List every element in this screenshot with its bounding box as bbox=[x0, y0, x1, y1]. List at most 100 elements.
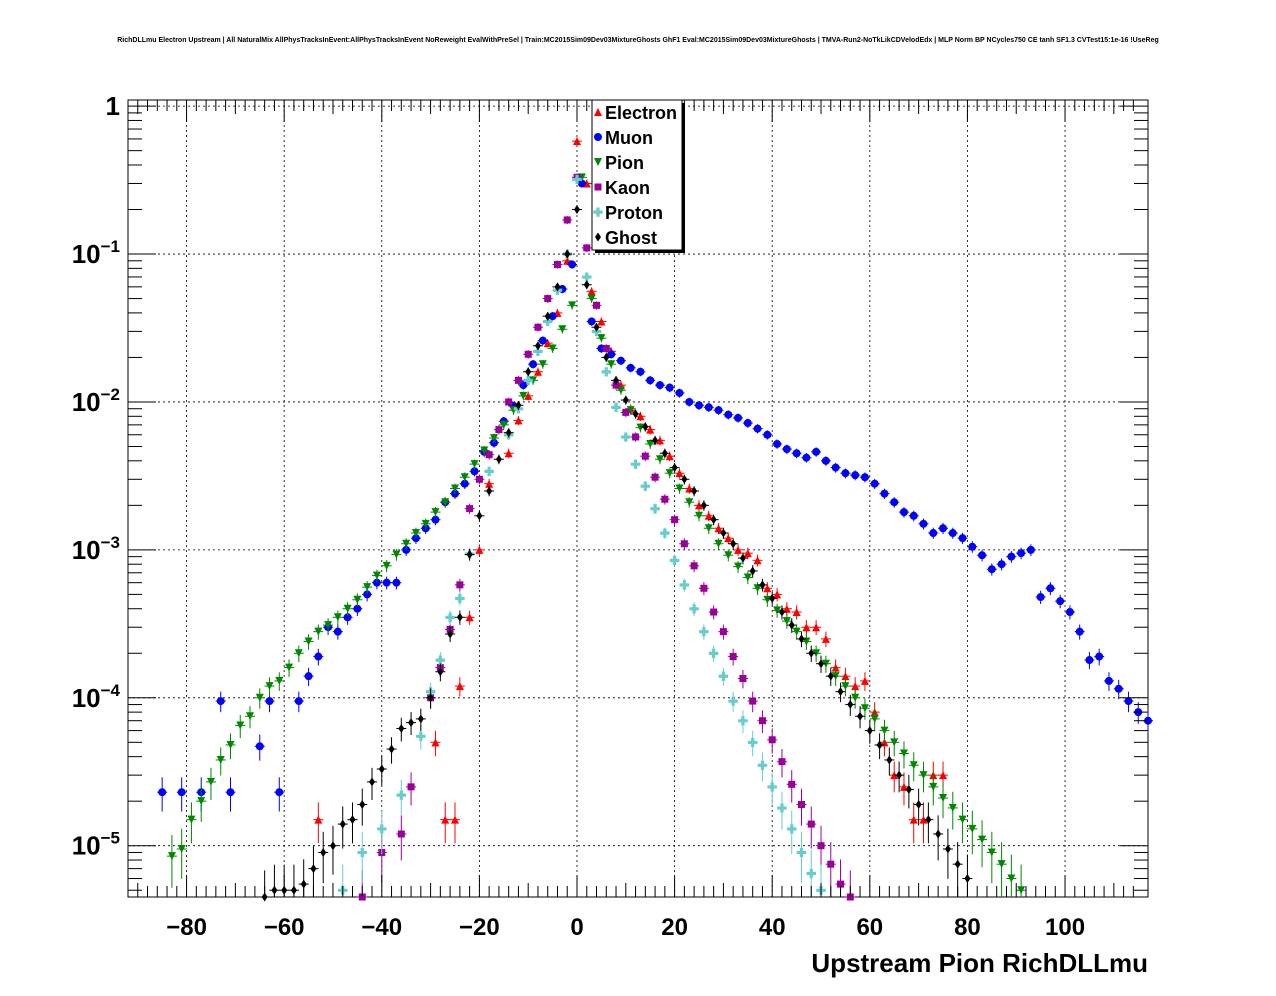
data-point bbox=[743, 573, 752, 582]
data-point bbox=[797, 800, 805, 808]
data-point bbox=[1036, 593, 1045, 602]
data-point bbox=[968, 824, 977, 833]
data-point bbox=[1075, 627, 1084, 636]
data-point bbox=[544, 295, 552, 303]
data-point bbox=[665, 383, 674, 392]
data-point bbox=[720, 528, 727, 538]
data-point bbox=[333, 627, 342, 636]
data-point bbox=[860, 473, 869, 482]
data-point bbox=[691, 486, 698, 496]
data-point bbox=[837, 687, 844, 697]
data-point bbox=[533, 367, 542, 376]
data-point bbox=[314, 627, 323, 636]
data-point bbox=[997, 860, 1006, 869]
data-point bbox=[987, 848, 996, 857]
data-point bbox=[763, 430, 772, 439]
y-tick-label: 10−5 bbox=[72, 829, 120, 861]
data-point bbox=[704, 524, 713, 533]
data-point bbox=[466, 550, 473, 560]
data-point bbox=[353, 604, 362, 613]
data-point bbox=[763, 584, 772, 593]
data-point bbox=[768, 736, 776, 744]
data-point bbox=[909, 511, 918, 520]
data-point bbox=[421, 519, 430, 528]
data-point bbox=[890, 738, 899, 747]
data-point bbox=[802, 637, 811, 646]
data-point bbox=[753, 556, 762, 565]
data-point bbox=[602, 344, 610, 352]
data-point bbox=[357, 847, 367, 858]
data-point bbox=[187, 815, 196, 824]
data-point bbox=[607, 350, 616, 359]
data-point bbox=[640, 481, 650, 491]
x-axis-label: Upstream Pion RichDLLmu bbox=[811, 948, 1148, 978]
data-point bbox=[435, 655, 445, 665]
data-point bbox=[568, 301, 577, 310]
data-point bbox=[455, 593, 465, 604]
data-point bbox=[593, 322, 600, 332]
data-point bbox=[896, 770, 903, 780]
data-point bbox=[665, 452, 674, 461]
data-point bbox=[759, 580, 766, 590]
data-point bbox=[353, 595, 362, 604]
data-point bbox=[880, 489, 889, 498]
x-tick-label: 60 bbox=[856, 914, 883, 941]
data-point bbox=[857, 711, 864, 721]
data-point bbox=[782, 617, 791, 626]
data-point bbox=[700, 584, 708, 592]
data-point bbox=[372, 578, 381, 587]
y-tick-label: 10−4 bbox=[72, 681, 121, 713]
data-point bbox=[841, 682, 850, 691]
series-electron bbox=[313, 137, 949, 844]
data-point bbox=[490, 434, 499, 443]
chart-title: RichDLLmu Electron Upstream | All Natura… bbox=[117, 37, 1159, 44]
data-point bbox=[636, 367, 645, 376]
data-point bbox=[524, 350, 532, 358]
data-point bbox=[226, 788, 235, 797]
data-point bbox=[343, 613, 352, 622]
data-point bbox=[802, 453, 811, 462]
data-point bbox=[1114, 684, 1123, 693]
data-point bbox=[359, 799, 366, 809]
data-point bbox=[632, 433, 640, 441]
data-point bbox=[616, 356, 625, 365]
data-point bbox=[948, 803, 957, 812]
y-tick-label: 1 bbox=[106, 91, 120, 121]
data-point bbox=[226, 740, 235, 749]
data-point bbox=[749, 566, 756, 576]
data-point bbox=[710, 608, 718, 616]
data-point bbox=[372, 571, 381, 580]
data-point bbox=[1007, 874, 1016, 883]
data-point bbox=[558, 325, 567, 334]
data-point bbox=[441, 815, 450, 824]
x-tick-label: −40 bbox=[361, 914, 402, 941]
data-point bbox=[753, 584, 762, 593]
data-point bbox=[304, 672, 313, 681]
data-point bbox=[773, 439, 782, 448]
data-point bbox=[255, 742, 264, 751]
data-point bbox=[773, 606, 782, 615]
data-point bbox=[573, 205, 580, 215]
data-point bbox=[704, 511, 713, 520]
data-point bbox=[630, 459, 641, 469]
data-point bbox=[1104, 676, 1113, 685]
data-point bbox=[807, 820, 815, 828]
data-point bbox=[929, 529, 938, 538]
data-point bbox=[499, 420, 508, 429]
data-point bbox=[396, 790, 406, 800]
data-point bbox=[377, 824, 387, 834]
y-tick-label: 10−1 bbox=[72, 237, 120, 269]
data-point bbox=[431, 508, 440, 517]
data-point bbox=[294, 649, 303, 658]
data-point bbox=[382, 561, 391, 570]
data-point bbox=[601, 367, 611, 377]
data-point bbox=[739, 675, 747, 683]
data-point bbox=[734, 562, 743, 571]
data-point bbox=[724, 410, 733, 419]
data-point bbox=[939, 794, 948, 803]
data-point bbox=[632, 409, 639, 419]
data-point bbox=[1085, 656, 1094, 665]
data-point bbox=[275, 788, 284, 797]
data-point bbox=[167, 852, 176, 861]
data-point bbox=[646, 425, 655, 434]
